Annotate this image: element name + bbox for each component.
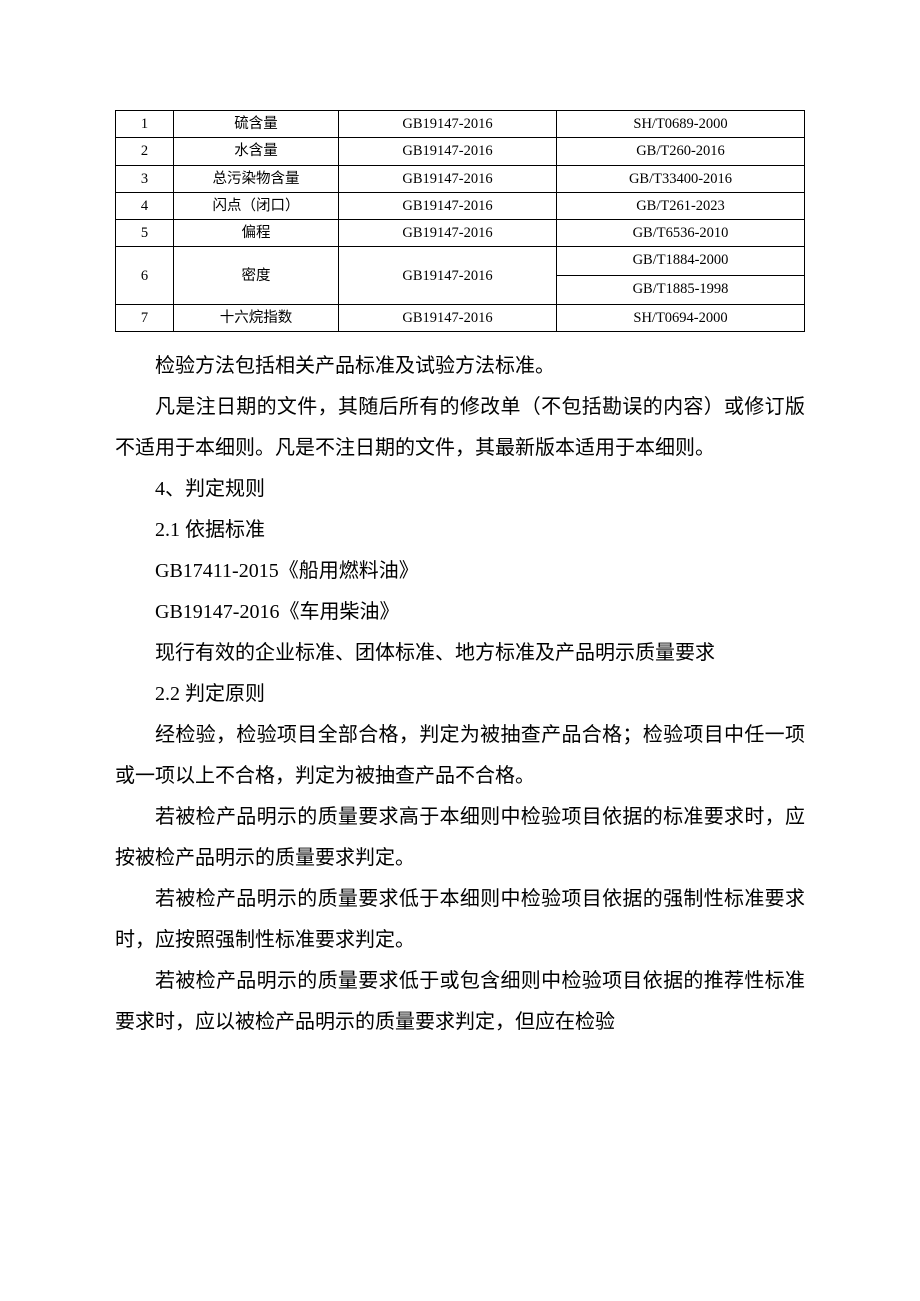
body-paragraph: 凡是注日期的文件，其随后所有的修改单（不包括勘误的内容）或修订版不适用于本细则。… [115,387,805,469]
table-row: 7 十六烷指数 GB19147-2016 SH/T0694-2000 [116,304,805,331]
standards-table-body: 1 硫含量 GB19147-2016 SH/T0689-2000 2 水含量 G… [116,111,805,332]
cell-name: 密度 [174,247,339,305]
table-row: 1 硫含量 GB19147-2016 SH/T0689-2000 [116,111,805,138]
section-heading: 4、判定规则 [115,469,805,510]
body-paragraph: GB19147-2016《车用柴油》 [115,592,805,633]
cell-method: GB/T6536-2010 [557,220,805,247]
cell-name: 水含量 [174,138,339,165]
cell-std: GB19147-2016 [339,247,557,305]
cell-method-multi: GB/T1884-2000 GB/T1885-1998 [557,247,805,305]
document-page: 1 硫含量 GB19147-2016 SH/T0689-2000 2 水含量 G… [0,0,920,1103]
cell-name: 偏程 [174,220,339,247]
cell-idx: 2 [116,138,174,165]
table-row: 5 偏程 GB19147-2016 GB/T6536-2010 [116,220,805,247]
body-paragraph: GB17411-2015《船用燃料油》 [115,551,805,592]
cell-idx: 5 [116,220,174,247]
table-row: 3 总污染物含量 GB19147-2016 GB/T33400-2016 [116,165,805,192]
section-subheading: 2.1 依据标准 [115,510,805,551]
table-row: 6 密度 GB19147-2016 GB/T1884-2000 GB/T1885… [116,247,805,305]
section-subheading: 2.2 判定原则 [115,674,805,715]
cell-idx: 4 [116,192,174,219]
cell-method: SH/T0689-2000 [557,111,805,138]
body-paragraph: 检验方法包括相关产品标准及试验方法标准。 [115,346,805,387]
cell-std: GB19147-2016 [339,111,557,138]
table-row: 4 闪点（闭口） GB19147-2016 GB/T261-2023 [116,192,805,219]
cell-name: 总污染物含量 [174,165,339,192]
cell-method: GB/T33400-2016 [557,165,805,192]
cell-name: 十六烷指数 [174,304,339,331]
body-paragraph: 若被检产品明示的质量要求低于或包含细则中检验项目依据的推荐性标准要求时，应以被检… [115,961,805,1043]
body-paragraph: 若被检产品明示的质量要求低于本细则中检验项目依据的强制性标准要求时，应按照强制性… [115,879,805,961]
body-paragraph: 若被检产品明示的质量要求高于本细则中检验项目依据的标准要求时，应按被检产品明示的… [115,797,805,879]
cell-method: SH/T0694-2000 [557,304,805,331]
cell-method-sub: GB/T1884-2000 [557,247,804,276]
cell-method-sub: GB/T1885-1998 [557,276,804,304]
table-row: 2 水含量 GB19147-2016 GB/T260-2016 [116,138,805,165]
cell-name: 硫含量 [174,111,339,138]
body-paragraph: 经检验，检验项目全部合格，判定为被抽查产品合格；检验项目中任一项或一项以上不合格… [115,715,805,797]
cell-name: 闪点（闭口） [174,192,339,219]
cell-method: GB/T260-2016 [557,138,805,165]
cell-idx: 3 [116,165,174,192]
cell-idx: 1 [116,111,174,138]
cell-std: GB19147-2016 [339,165,557,192]
cell-std: GB19147-2016 [339,304,557,331]
cell-std: GB19147-2016 [339,192,557,219]
cell-method: GB/T261-2023 [557,192,805,219]
body-paragraph: 现行有效的企业标准、团体标准、地方标准及产品明示质量要求 [115,633,805,674]
cell-idx: 6 [116,247,174,305]
cell-std: GB19147-2016 [339,220,557,247]
standards-table: 1 硫含量 GB19147-2016 SH/T0689-2000 2 水含量 G… [115,110,805,332]
cell-std: GB19147-2016 [339,138,557,165]
cell-idx: 7 [116,304,174,331]
